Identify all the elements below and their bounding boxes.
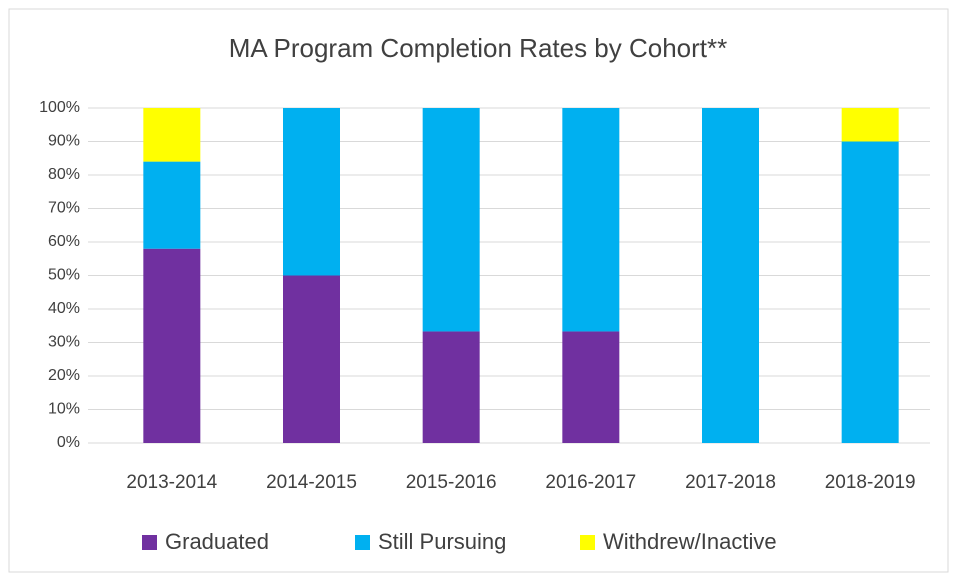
y-tick-label: 30%	[48, 334, 80, 351]
bar-segment	[283, 275, 340, 443]
bar-segment	[143, 161, 201, 249]
bar-segment	[283, 108, 340, 276]
bar-segment	[562, 331, 620, 443]
y-tick-label: 60%	[48, 233, 80, 250]
y-tick-label: 50%	[48, 267, 80, 284]
x-tick-label: 2016-2017	[545, 472, 636, 493]
y-tick-label: 80%	[48, 166, 80, 183]
legend-label: Withdrew/Inactive	[603, 529, 777, 554]
x-tick-label: 2015-2016	[406, 472, 497, 493]
y-tick-label: 100%	[39, 99, 80, 116]
x-tick-label: 2013-2014	[126, 472, 217, 493]
bar-segment	[841, 141, 899, 443]
y-tick-label: 20%	[48, 367, 80, 384]
y-tick-label: 0%	[57, 434, 80, 451]
y-tick-label: 70%	[48, 200, 80, 217]
legend-swatch	[142, 535, 157, 550]
y-tick-label: 40%	[48, 300, 80, 317]
legend-label: Graduated	[165, 529, 269, 554]
bar-segment	[562, 108, 620, 332]
bar-segment	[422, 331, 480, 443]
y-tick-label: 10%	[48, 401, 80, 418]
legend-label: Still Pursuing	[378, 529, 506, 554]
chart-title: MA Program Completion Rates by Cohort**	[229, 33, 728, 63]
x-tick-label: 2014-2015	[266, 472, 357, 493]
bar-segment	[422, 108, 480, 332]
bar-segment	[841, 108, 899, 142]
bar-segment	[702, 108, 759, 443]
y-tick-label: 90%	[48, 133, 80, 150]
x-tick-label: 2017-2018	[685, 472, 776, 493]
legend-swatch	[355, 535, 370, 550]
x-tick-label: 2018-2019	[825, 472, 916, 493]
bar-segment	[143, 248, 201, 443]
bar-segment	[143, 108, 201, 162]
legend-swatch	[580, 535, 595, 550]
